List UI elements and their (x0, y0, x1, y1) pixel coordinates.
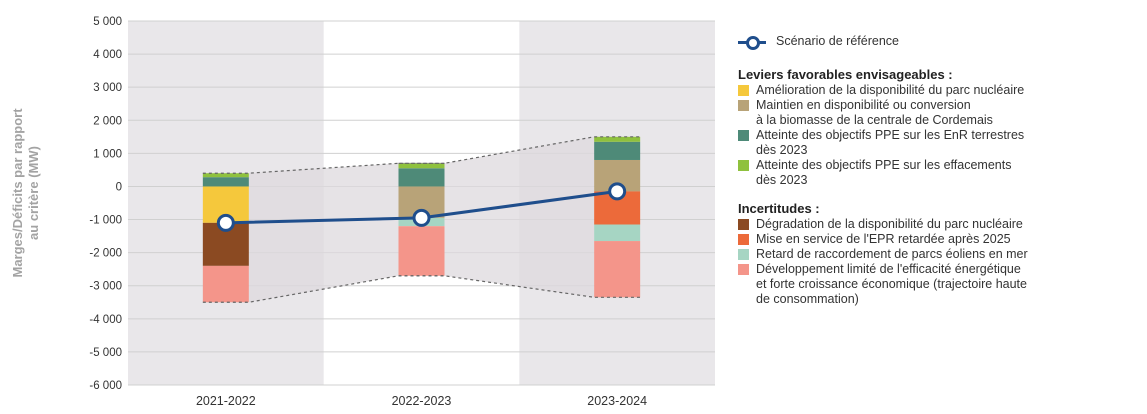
bar-segment-uncertainty (594, 224, 641, 242)
legend-uncertainties-title: Incertitudes : (738, 201, 820, 216)
uncertainty-funnel (444, 136, 595, 298)
legend-reference-label: Scénario de référence (776, 34, 899, 48)
envelope-top-line (202, 162, 445, 174)
y-tick-label: -3 000 (89, 281, 122, 293)
y-tick-label: 1 000 (93, 148, 122, 160)
favorable-legend-item: Amélioration de la disponibilité du parc… (738, 83, 1143, 98)
y-tick-label: -4 000 (89, 314, 122, 326)
legend-swatch (738, 249, 749, 260)
uncertainty-legend-item: Développement limité de l'efficacité éne… (738, 262, 1143, 307)
favorable-legend-item: Atteinte des objectifs PPE sur les effac… (738, 158, 1143, 188)
y-tick-label: -6 000 (89, 380, 122, 392)
legend-swatch (738, 219, 749, 230)
reference-line-icon (738, 35, 766, 50)
legend-reference: Scénario de référence (738, 34, 1143, 50)
legend-swatch (738, 130, 749, 141)
favorable-legend-item: Atteinte des objectifs PPE sur les EnR t… (738, 128, 1143, 158)
legend-swatch (738, 100, 749, 111)
bar-segment-favorable (594, 141, 641, 160)
legend-swatch (738, 160, 749, 171)
y-tick-label: 4 000 (93, 49, 122, 61)
legend-label: Atteinte des objectifs PPE sur les EnR t… (756, 128, 1025, 157)
y-axis-label: au critère (MW) (26, 146, 41, 240)
y-tick-label: 3 000 (93, 82, 122, 94)
uncertainty-legend-item: Mise en service de l'EPR retardée après … (738, 232, 1143, 247)
envelope-bottom-line (202, 275, 445, 303)
envelope-top-line (398, 136, 641, 164)
y-axis-label: Marges/Déficits par rapport (10, 108, 25, 278)
chart: 5 000 4 000 3 000 2 000 1 000 0 -1 000 -2 000 -3… (10, 16, 715, 408)
y-tick-label: -2 000 (89, 248, 122, 260)
legend-label: Mise en service de l'EPR retardée après … (756, 232, 1011, 246)
y-tick-label: -5 000 (89, 347, 122, 359)
legend-label: Dégradation de la disponibilité du parc … (756, 217, 1023, 231)
reference-point (216, 213, 235, 232)
envelope-bottom-line (398, 275, 641, 298)
uncertainty-legend-item: Retard de raccordement de parcs éoliens … (738, 247, 1143, 262)
legend-label: Maintien en disponibilité ou conversion à… (756, 98, 993, 127)
y-tick-label: 2 000 (93, 115, 122, 127)
y-tick-label: -1 000 (89, 215, 122, 227)
bar-segment-uncertainty (594, 241, 641, 298)
reference-point (412, 208, 431, 227)
bar-segment-favorable (594, 136, 641, 142)
legend-label: Amélioration de la disponibilité du parc… (756, 83, 1025, 97)
uncertainty-legend-item: Dégradation de la disponibilité du parc … (738, 217, 1143, 232)
legend-swatch (738, 234, 749, 245)
x-tick-label: 2021-2022 (196, 394, 256, 408)
uncertainty-funnel (248, 163, 399, 303)
legend-label: Atteinte des objectifs PPE sur les effac… (756, 158, 1012, 187)
legend-label: Développement limité de l'efficacité éne… (756, 262, 1027, 306)
bar-segment-uncertainty (202, 265, 249, 303)
legend: Scénario de référence Leviers favorables… (738, 34, 1143, 307)
bar-segment-favorable (202, 177, 249, 187)
legend-swatch (738, 264, 749, 275)
bar-segment-favorable (202, 173, 249, 178)
y-tick-label: 0 (116, 181, 122, 193)
reference-point (608, 182, 627, 201)
bar-segment-uncertainty (398, 226, 445, 276)
x-tick-label: 2023-2024 (587, 394, 647, 408)
legend-favorable-title: Leviers favorables envisageables : (738, 67, 953, 82)
bar-segment-favorable (398, 163, 445, 169)
bar-segment-favorable (398, 168, 445, 187)
x-tick-label: 2022-2023 (392, 394, 452, 408)
legend-label: Retard de raccordement de parcs éoliens … (756, 247, 1028, 261)
y-tick-label: 5 000 (93, 16, 122, 28)
legend-swatch (738, 85, 749, 96)
favorable-legend-item: Maintien en disponibilité ou conversion à… (738, 98, 1143, 128)
